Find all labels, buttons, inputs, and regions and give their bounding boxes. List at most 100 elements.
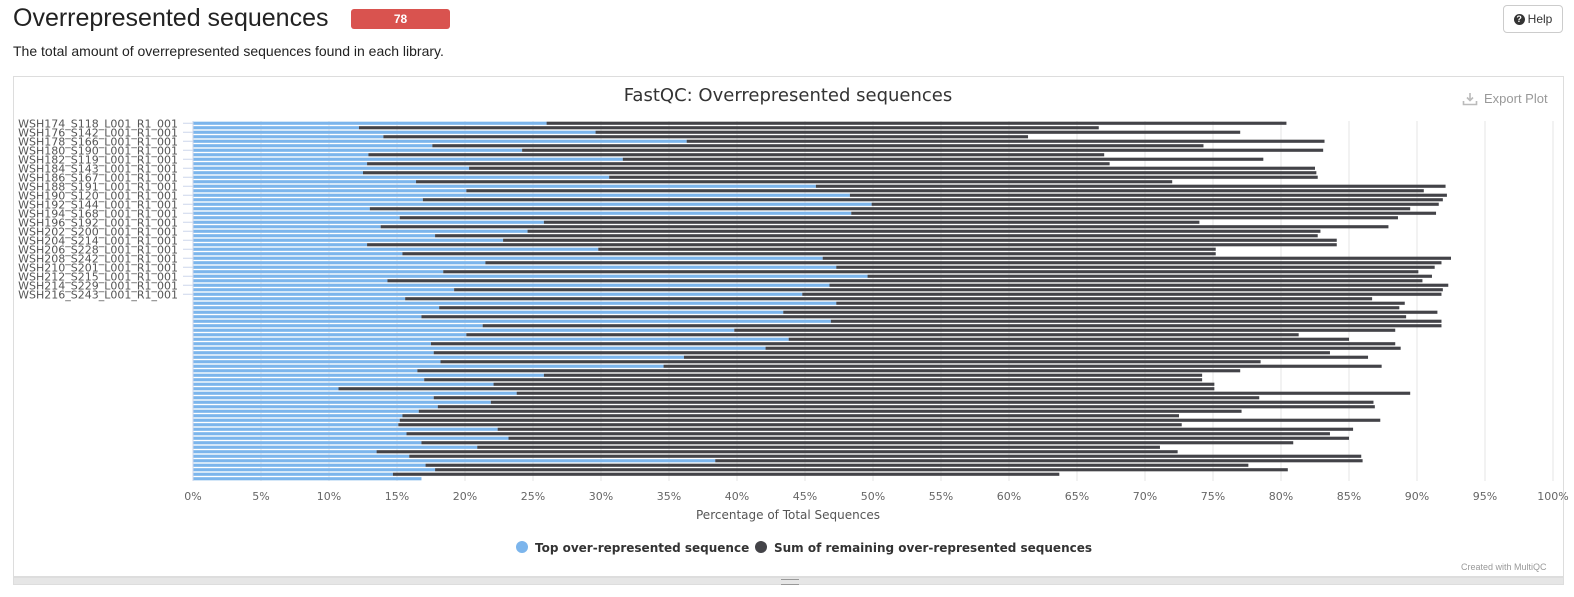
bar-top-sequence	[193, 175, 610, 179]
bar-remaining-sequences	[368, 153, 1105, 157]
bar-top-sequence	[193, 310, 784, 314]
y-category-label: WSH192_S144_L001_R1_001	[18, 198, 178, 211]
bar-remaining-sequences	[598, 247, 1216, 251]
y-category-label: WSH180_S190_L001_R1_001	[18, 144, 178, 157]
bar-top-sequence	[193, 211, 852, 215]
bar-remaining-sequences	[387, 279, 1423, 283]
bar-remaining-sequences	[490, 400, 1374, 404]
bar-top-sequence	[193, 418, 400, 422]
bar-remaining-sequences	[443, 270, 1419, 274]
bar-top-sequence	[193, 472, 393, 476]
bar-remaining-sequences	[437, 405, 1375, 409]
bar-remaining-sequences	[867, 274, 1432, 278]
bar-top-sequence	[193, 306, 440, 310]
bar-remaining-sequences	[383, 135, 1029, 139]
bar-remaining-sequences	[830, 319, 1442, 323]
export-plot-label: Export Plot	[1484, 91, 1548, 106]
bar-top-sequence	[193, 130, 596, 134]
plot-container	[13, 76, 1564, 577]
bar-remaining-sequences	[783, 310, 1438, 314]
bar-top-sequence	[193, 346, 766, 350]
bar-top-sequence	[193, 189, 467, 193]
bar-top-sequence	[193, 234, 436, 238]
bar-remaining-sequences	[871, 202, 1439, 206]
bar-top-sequence	[193, 360, 441, 364]
bar-remaining-sequences	[433, 351, 1330, 355]
bar-top-sequence	[193, 148, 523, 152]
bar-top-sequence	[193, 450, 377, 454]
bar-remaining-sequences	[815, 184, 1446, 188]
bar-top-sequence	[193, 202, 872, 206]
bar-top-sequence	[193, 198, 423, 202]
bar-top-sequence	[193, 391, 517, 395]
bar-remaining-sequences	[398, 423, 1182, 427]
plot-resize-handle[interactable]	[13, 577, 1564, 585]
bar-remaining-sequences	[543, 373, 1203, 377]
bar-top-sequence	[193, 283, 830, 287]
bar-top-sequence	[193, 351, 434, 355]
bar-top-sequence	[193, 423, 399, 427]
legend-marker-top	[516, 541, 528, 553]
bar-top-sequence	[193, 297, 406, 301]
bar-top-sequence	[193, 387, 339, 391]
bar-top-sequence	[193, 436, 509, 440]
bar-remaining-sequences	[417, 369, 1241, 373]
bar-remaining-sequences	[466, 189, 1424, 193]
bar-remaining-sequences	[497, 427, 1354, 431]
x-tick-label: 30%	[589, 490, 613, 503]
x-tick-label: 65%	[1065, 490, 1089, 503]
y-category-label: WSH204_S214_L001_R1_001	[18, 234, 178, 247]
bar-top-sequence	[193, 292, 803, 296]
bar-remaining-sequences	[836, 265, 1435, 269]
bar-top-sequence	[193, 162, 368, 166]
bar-top-sequence	[193, 445, 478, 449]
bar-top-sequence	[193, 414, 403, 418]
bar-remaining-sequences	[399, 418, 1381, 422]
x-tick-label: 100%	[1537, 490, 1568, 503]
bar-top-sequence	[193, 382, 494, 386]
y-category-label: WSH202_S200_L001_R1_001	[18, 225, 178, 238]
bar-top-sequence	[193, 265, 837, 269]
y-category-label: WSH206_S228_L001_R1_001	[18, 243, 178, 256]
bar-remaining-sequences	[822, 256, 1451, 260]
bar-remaining-sequences	[469, 166, 1316, 170]
y-category-label: WSH196_S192_L001_R1_001	[18, 216, 178, 229]
bar-remaining-sequences	[425, 463, 1249, 467]
bar-remaining-sequences	[376, 450, 1178, 454]
bar-top-sequence	[193, 184, 816, 188]
bar-top-sequence	[193, 261, 486, 265]
bar-remaining-sequences	[622, 157, 1264, 161]
bar-top-sequence	[193, 405, 438, 409]
help-button[interactable]: ? Help	[1503, 5, 1563, 33]
bar-top-sequence	[193, 225, 381, 229]
bar-remaining-sequences	[765, 346, 1401, 350]
bar-remaining-sequences	[466, 333, 1299, 337]
x-tick-label: 20%	[453, 490, 477, 503]
export-plot-button[interactable]: Export Plot	[1462, 91, 1548, 106]
y-category-label: WSH186_S167_L001_R1_001	[18, 171, 178, 184]
bar-remaining-sequences	[421, 315, 1407, 319]
legend-label: Sum of remaining over-represented sequen…	[774, 541, 1092, 555]
bar-remaining-sequences	[402, 414, 1179, 418]
bar-remaining-sequences	[405, 297, 1373, 301]
bar-top-sequence	[193, 454, 410, 458]
x-tick-label: 5%	[252, 490, 269, 503]
x-tick-label: 80%	[1269, 490, 1293, 503]
bar-top-sequence	[193, 126, 359, 130]
y-category-label: WSH212_S215_L001_R1_001	[18, 270, 178, 283]
x-tick-label: 0%	[184, 490, 201, 503]
bar-remaining-sequences	[367, 243, 1337, 247]
bar-remaining-sequences	[734, 328, 1396, 332]
bar-remaining-sequences	[380, 225, 1389, 229]
bar-top-sequence	[193, 324, 483, 328]
bar-top-sequence	[193, 274, 868, 278]
bar-top-sequence	[193, 216, 400, 220]
bar-remaining-sequences	[454, 288, 1443, 292]
bar-top-sequence	[193, 301, 837, 305]
bar-top-sequence	[193, 373, 544, 377]
bar-top-sequence	[193, 171, 363, 175]
bar-top-sequence	[193, 315, 422, 319]
bar-remaining-sequences	[338, 387, 1215, 391]
multiqc-credit: Created with MultiQC	[1461, 562, 1547, 572]
bar-top-sequence	[193, 238, 504, 242]
